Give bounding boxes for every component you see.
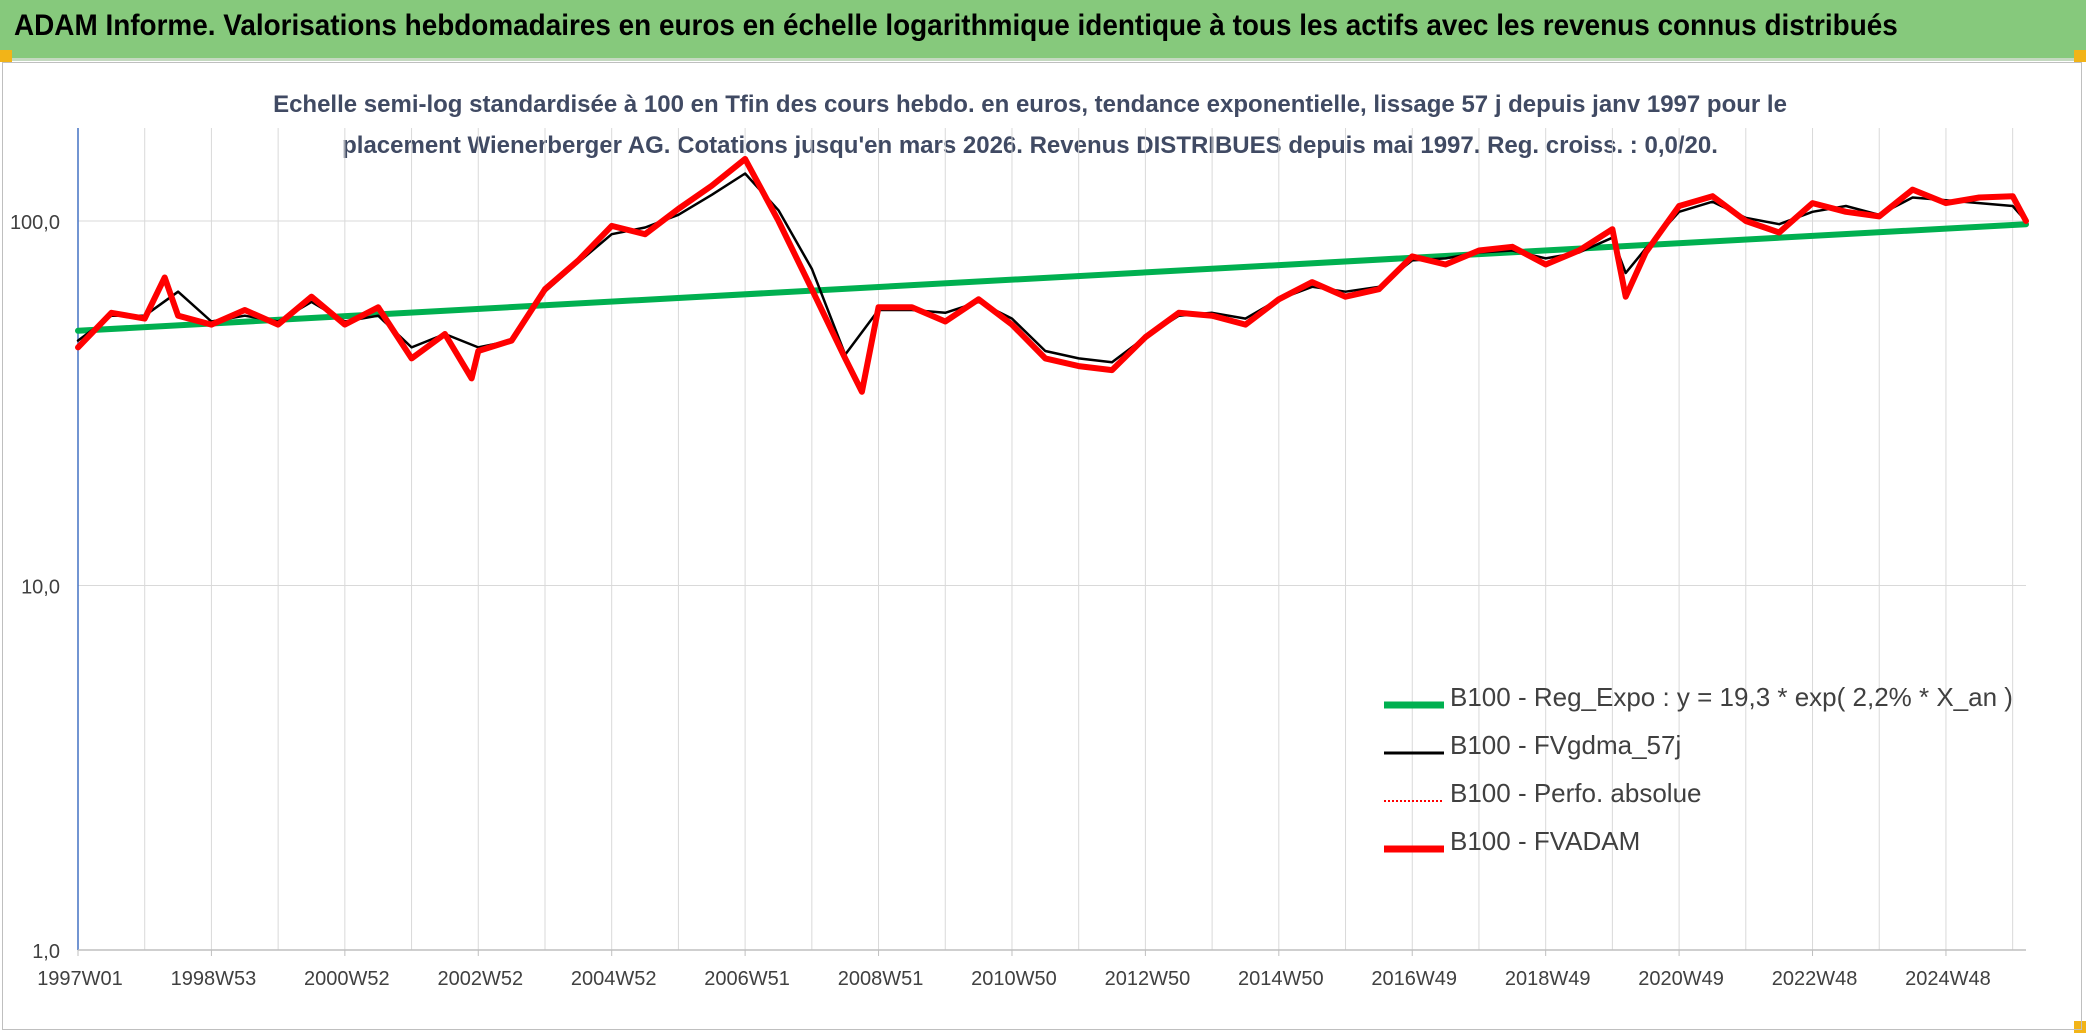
legend-item-regression: B100 - Reg_Expo : y = 19,3 * exp( 2,2% *… [1378,680,2078,728]
x-tick-label: 2020W49 [1638,968,1724,990]
corner-marker-right [2074,50,2086,62]
legend-label-absolute-perf: B100 - Perfo. absolue [1450,778,1702,808]
x-tick-label: 2018W49 [1505,968,1591,990]
series-line-absolute-perf [77,158,2027,393]
series-line-regression [75,221,2029,334]
x-tick-label: 1998W53 [171,968,257,990]
legend-label-regression: B100 - Reg_Expo : y = 19,3 * exp( 2,2% *… [1450,682,2013,712]
chart-subtitle-line-1: Echelle semi-log standardisée à 100 en T… [273,91,1787,118]
legend-swatch-absolute-perf [1384,800,1444,802]
series-line-moving-average [76,172,2028,364]
x-tick-label: 2014W50 [1238,968,1324,990]
x-tick-label: 2022W48 [1772,968,1858,990]
x-tick-label: 2012W50 [1105,968,1191,990]
chart-subtitle: Echelle semi-log standardisée à 100 en T… [160,84,1900,166]
x-tick-label: 2016W49 [1371,968,1457,990]
x-tick-label: 2010W50 [971,968,1057,990]
corner-marker-bottom-right [2074,1021,2086,1033]
legend-swatch-moving-average [1384,751,1444,755]
legend-item-fvadam: B100 - FVADAM [1378,824,2078,872]
legend-item-moving-average: B100 - FVgdma_57j [1378,728,2078,776]
report-header: ADAM Informe. Valorisations hebdomadaire… [0,0,2086,61]
x-tick-label: 2000W52 [304,968,390,990]
legend-swatch-regression [1384,701,1444,709]
chart-legend: B100 - Reg_Expo : y = 19,3 * exp( 2,2% *… [1378,680,2078,872]
legend-label-moving-average: B100 - FVgdma_57j [1450,730,1682,760]
legend-item-absolute-perf: B100 - Perfo. absolue [1378,776,2078,824]
y-tick-label: 1,0 [32,941,60,963]
corner-marker-left [0,50,12,62]
x-tick-label: 2024W48 [1905,968,1991,990]
legend-label-fvadam: B100 - FVADAM [1450,826,1641,856]
x-tick-label: 2008W51 [838,968,924,990]
x-tick-label: 1997W01 [37,968,123,990]
chart-subtitle-line-2: placement Wienerberger AG. Cotations jus… [342,132,1718,159]
chart-frame [2,62,2082,1030]
x-tick-label: 2006W51 [704,968,790,990]
x-tick-label: 2002W52 [437,968,523,990]
y-tick-label: 10,0 [21,577,60,599]
report-title: ADAM Informe. Valorisations hebdomadaire… [14,9,1898,42]
x-tick-label: 2004W52 [571,968,657,990]
y-tick-label: 100,0 [10,212,60,234]
legend-swatch-fvadam [1384,845,1444,853]
